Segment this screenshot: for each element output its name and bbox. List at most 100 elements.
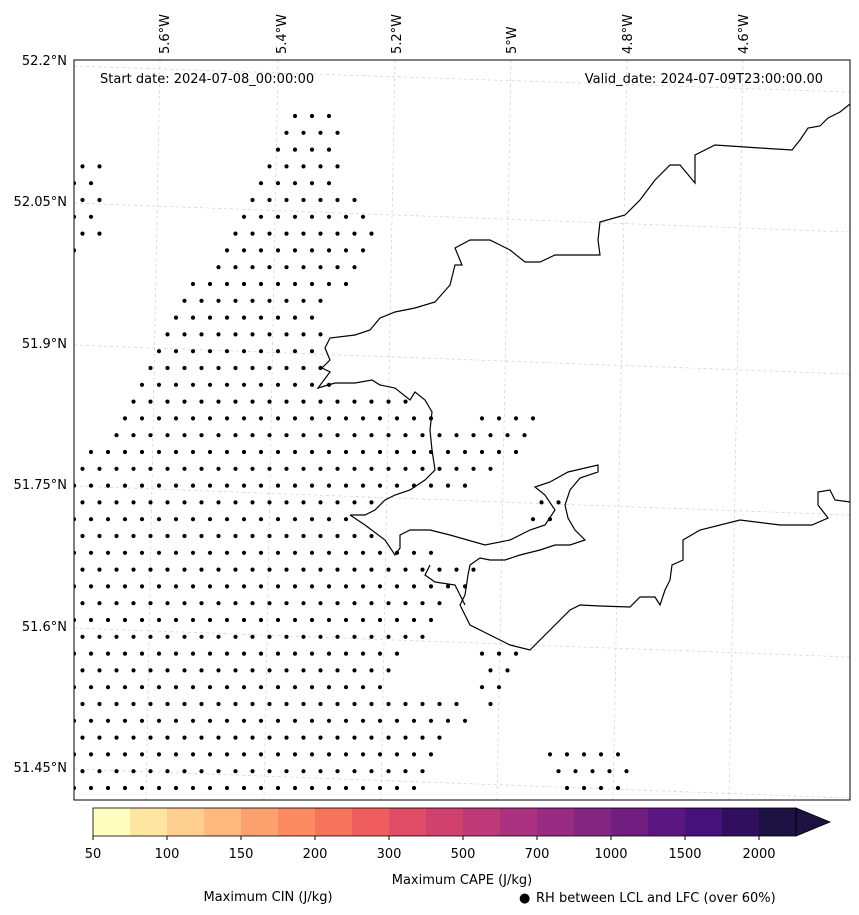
- rh-dot: [139, 685, 145, 690]
- rh-dot: [369, 433, 374, 438]
- rh-dot: [156, 685, 162, 690]
- rh-dot: [326, 483, 332, 488]
- rh-dot: [105, 685, 111, 690]
- rh-dot: [216, 265, 221, 270]
- rh-dot: [80, 231, 85, 236]
- rh-dot: [275, 617, 281, 623]
- rh-dot: [207, 685, 213, 690]
- rh-dot: [284, 265, 289, 270]
- start-date-label: Start date: 2024-07-08_00:00:00: [100, 72, 314, 87]
- colorbar-outline: [92, 807, 797, 837]
- rh-dot: [309, 785, 315, 791]
- rh-dot: [462, 449, 468, 455]
- rh-dot: [360, 584, 366, 589]
- rh-dot: [224, 281, 230, 287]
- rh-dot: [352, 433, 357, 438]
- valid-date-label: Valid_date: 2024-07-09T23:00:00.00: [585, 72, 823, 87]
- rh-dot: [301, 399, 306, 404]
- rh-dot: [292, 416, 298, 421]
- rh-dot: [496, 651, 502, 656]
- rh-dot: [80, 197, 85, 203]
- rh-dot: [352, 601, 357, 606]
- rh-dot: [428, 718, 434, 723]
- rh-dot: [258, 416, 264, 421]
- rh-dot: [182, 500, 187, 505]
- lat-label: 52.2°N: [22, 54, 67, 69]
- rh-dot: [216, 668, 221, 673]
- rh-dot: [335, 601, 340, 606]
- rh-dot: [148, 433, 153, 438]
- colorbar-label: Maximum CAPE (J/kg): [392, 873, 532, 888]
- rh-dot: [258, 785, 264, 791]
- rh-dot: [318, 365, 323, 371]
- rh-dot: [292, 281, 298, 287]
- rh-dot: [131, 466, 136, 471]
- rh-dot: [411, 785, 417, 791]
- rh-dot: [165, 601, 170, 606]
- rh-dot: [275, 248, 281, 253]
- rh-dot: [156, 752, 162, 757]
- rh-dot: [275, 483, 281, 488]
- rh-dot: [326, 248, 332, 253]
- rh-dot: [207, 550, 213, 555]
- rh-dot: [122, 416, 128, 421]
- lon-label: 4.6°W: [737, 14, 752, 54]
- rh-dot: [182, 668, 187, 673]
- rh-dot: [275, 785, 281, 791]
- rh-dot: [122, 617, 128, 623]
- rh-dot: [496, 449, 502, 455]
- lon-label: 5°W: [505, 26, 520, 54]
- rh-dot: [139, 785, 145, 791]
- rh-dot: [309, 281, 315, 287]
- rh-dot: [394, 752, 400, 757]
- colorbar-bin: [389, 808, 427, 836]
- rh-dot: [97, 634, 102, 639]
- rh-dot: [207, 517, 213, 522]
- rh-dot: [148, 500, 153, 505]
- rh-dot: [250, 298, 255, 303]
- rh-dot: [199, 533, 204, 539]
- rh-dot: [292, 113, 298, 119]
- rh-dot: [173, 685, 179, 690]
- rh-dot: [241, 651, 247, 656]
- rh-dot: [360, 550, 366, 555]
- rh-dot: [309, 584, 315, 589]
- rh-dot: [292, 584, 298, 589]
- rh-dot: [369, 701, 374, 707]
- rh-dot: [241, 483, 247, 488]
- rh-dot: [165, 769, 170, 774]
- rh-dot: [377, 752, 383, 757]
- rh-dot: [88, 617, 94, 623]
- rh-dot: [267, 567, 272, 572]
- rh-dot: [301, 769, 306, 774]
- rh-dot: [275, 550, 281, 555]
- rh-dot: [377, 449, 383, 455]
- rh-dot: [428, 584, 434, 589]
- rh-dot: [326, 752, 332, 757]
- rh-dot: [352, 668, 357, 673]
- rh-dot: [80, 634, 85, 639]
- rh-dot: [173, 483, 179, 488]
- rh-dot: [114, 634, 119, 639]
- rh-dot: [165, 365, 170, 371]
- rh-dot: [386, 433, 391, 438]
- rh-dot: [292, 349, 298, 354]
- rh-dot: [241, 550, 247, 555]
- rh-dot: [88, 483, 94, 488]
- rh-dot: [301, 601, 306, 606]
- rh-dot: [335, 399, 340, 404]
- rh-dot: [241, 416, 247, 421]
- rh-dot: [250, 265, 255, 270]
- rh-dot: [284, 231, 289, 236]
- rh-dot: [428, 550, 434, 555]
- rh-dot: [513, 416, 519, 421]
- rh-dot: [74, 181, 77, 186]
- rh-dot: [428, 752, 434, 757]
- rh-dot: [309, 651, 315, 656]
- rh-dot: [74, 248, 77, 253]
- colorbar-bin: [500, 808, 538, 836]
- rh-dot: [131, 399, 136, 404]
- rh-dot: [182, 701, 187, 707]
- rh-dot: [122, 584, 128, 589]
